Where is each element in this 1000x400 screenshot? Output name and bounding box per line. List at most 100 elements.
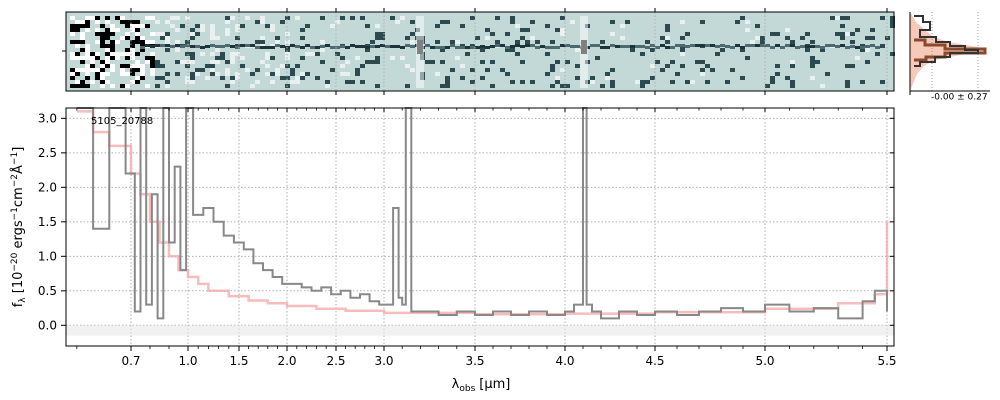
spectrum-trace-pixel xyxy=(250,44,255,47)
spectrum-pixel xyxy=(360,80,365,84)
spectrum-trace-pixel xyxy=(330,46,335,49)
spectrum-trace-pixel xyxy=(385,45,390,48)
spectrum-pixel xyxy=(140,36,145,40)
y-label-f: f xyxy=(11,302,26,307)
spectrum-pixel xyxy=(525,28,530,32)
spectrum-pixel xyxy=(150,56,155,60)
spectrum-trace-pixel xyxy=(695,44,700,47)
spectrum-pixel xyxy=(75,80,80,84)
spectrum-pixel xyxy=(770,76,775,80)
spectrum-pixel xyxy=(505,48,510,52)
spectrum-pixel xyxy=(225,32,230,36)
spectrum-pixel xyxy=(210,52,215,56)
spectrum-pixel xyxy=(365,60,370,64)
spectrum-pixel xyxy=(150,52,155,56)
spectrum-pixel xyxy=(755,36,760,40)
spectrum-pixel xyxy=(645,40,650,44)
spectrum-pixel xyxy=(105,32,110,36)
spectrum-pixel xyxy=(190,52,195,56)
spectrum-pixel xyxy=(830,16,835,20)
spectrum-trace-pixel xyxy=(505,46,510,49)
spectrum-pixel xyxy=(390,56,395,60)
spectrum-pixel xyxy=(425,60,430,64)
spectrum-pixel xyxy=(705,80,710,84)
spectrum-pixel xyxy=(280,76,285,80)
x-tick-label: 0.7 xyxy=(121,354,140,368)
spectrum-pixel xyxy=(680,36,685,40)
spectrum-pixel xyxy=(135,60,140,64)
spectrum-pixel xyxy=(510,20,515,24)
spectrum-pixel xyxy=(130,40,135,44)
spectrum-pixel xyxy=(330,68,335,72)
spectrum-pixel xyxy=(285,76,290,80)
spectrum-trace-pixel xyxy=(520,45,525,48)
spectrum-pixel xyxy=(355,56,360,60)
spectrum-trace-pixel xyxy=(310,46,315,49)
spectrum-pixel xyxy=(790,84,795,88)
spectrum-pixel xyxy=(70,68,75,72)
spectrum-pixel xyxy=(145,60,150,64)
spectrum-pixel xyxy=(610,80,615,84)
spectrum-trace-pixel xyxy=(150,45,155,48)
spectrum-pixel xyxy=(845,80,850,84)
spectrum-pixel xyxy=(675,72,680,76)
spectrum-pixel xyxy=(190,72,195,76)
spectrum-pixel xyxy=(865,48,870,52)
spectrum-pixel xyxy=(140,76,145,80)
spectrum-pixel xyxy=(235,76,240,80)
spectrum-pixel xyxy=(90,80,95,84)
spectrum-pixel xyxy=(235,24,240,28)
spectrum-pixel xyxy=(135,80,140,84)
spectrum-pixel xyxy=(120,16,125,20)
y-tick-label: 0.5 xyxy=(38,284,57,298)
spectrum-pixel xyxy=(275,40,280,44)
spectrum-pixel xyxy=(95,16,100,20)
spectrum-pixel xyxy=(105,60,110,64)
spectrum-pixel xyxy=(220,52,225,56)
x-axis-label: λobs [μm] xyxy=(452,377,511,394)
spectrum-pixel xyxy=(775,64,780,68)
spectrum-pixel xyxy=(695,60,700,64)
spectrum-pixel xyxy=(550,68,555,72)
spectrum-pixel xyxy=(810,76,815,80)
spectrum-pixel xyxy=(250,72,255,76)
spectrum-pixel xyxy=(185,16,190,20)
spectrum-pixel xyxy=(505,72,510,76)
spectrum-pixel xyxy=(125,64,130,68)
spectrum-pixel xyxy=(175,40,180,44)
spectrum-trace-pixel xyxy=(320,45,325,48)
spectrum-trace-pixel xyxy=(775,44,780,47)
spectrum-pixel xyxy=(760,36,765,40)
spectrum-pixel xyxy=(270,24,275,28)
spectrum-pixel xyxy=(640,80,645,84)
spectrum-pixel xyxy=(125,52,130,56)
spectrum-pixel xyxy=(480,76,485,80)
spectrum-pixel xyxy=(150,40,155,44)
spectrum-pixel xyxy=(445,20,450,24)
x-tick-label: 1.5 xyxy=(229,354,248,368)
spectrum-pixel xyxy=(320,16,325,20)
spectrum-pixel xyxy=(375,84,380,88)
spectrum-pixel xyxy=(655,60,660,64)
spectrum-trace-pixel xyxy=(260,46,265,49)
spectrum-pixel xyxy=(115,16,120,20)
spectrum-pixel xyxy=(460,64,465,68)
spectrum-pixel xyxy=(135,76,140,80)
spectrum-pixel xyxy=(375,56,380,60)
spectrum-pixel xyxy=(845,16,850,20)
spectrum-trace-pixel xyxy=(400,46,405,49)
spectrum-pixel xyxy=(70,56,75,60)
x-tick-label: 4.0 xyxy=(555,354,574,368)
spectrum-pixel xyxy=(650,48,655,52)
spectrum-pixel xyxy=(250,84,255,88)
spectrum-pixel xyxy=(550,40,555,44)
spectrum-pixel xyxy=(775,32,780,36)
spectrum-pixel xyxy=(85,16,90,20)
spectrum-pixel xyxy=(605,76,610,80)
spectrum-pixel xyxy=(170,24,175,28)
spectrum-trace-pixel xyxy=(675,44,680,47)
spectrum-pixel xyxy=(140,40,145,44)
spectrum-pixel xyxy=(100,80,105,84)
spectrum-pixel xyxy=(265,24,270,28)
